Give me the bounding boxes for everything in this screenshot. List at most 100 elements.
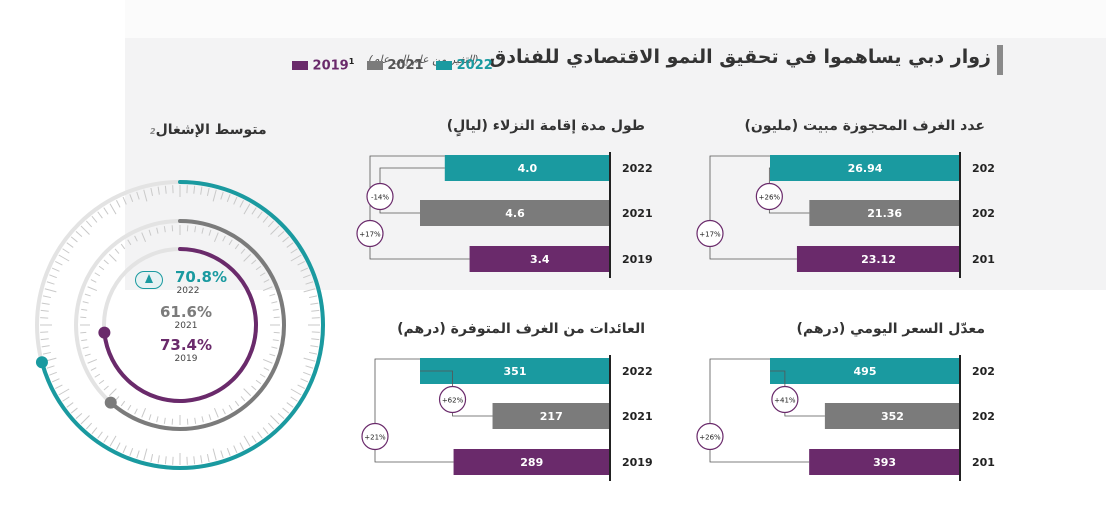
bar-2021 [809, 200, 960, 226]
bar-2019 [453, 449, 610, 475]
gauge-tick [257, 431, 263, 439]
gauge-tick [297, 384, 305, 390]
occupancy-arc-end-2022 [35, 356, 48, 369]
gauge-tick [257, 211, 263, 219]
bar-value-label: 26.94 [848, 162, 883, 175]
legend-item-2022: 2022 [432, 58, 493, 73]
gauge-tick [58, 388, 70, 396]
gauge-tick [212, 189, 217, 202]
gauge-tick [310, 302, 319, 305]
gauge-tick [311, 338, 320, 341]
gauge-tick [90, 279, 97, 283]
gauge-tick [87, 286, 98, 292]
gauge-tick [103, 259, 109, 265]
bar-2022 [770, 155, 960, 181]
gauge-tick [226, 194, 231, 202]
gauge-tick [269, 353, 276, 357]
gauge-tick [208, 414, 212, 421]
legend-label-2022: 2022 [456, 58, 493, 74]
gauge-tick [98, 265, 105, 271]
gauge-tick [46, 281, 55, 285]
bar-value-label: 289 [520, 456, 543, 469]
gauge-tick [90, 367, 97, 371]
arrow-up-icon [145, 274, 153, 283]
chart-length-of-stay: طول مدة إقامة النزلاء (ليالٍ) 4.0 2022 4.6… [355, 118, 655, 288]
chart-svg: 495 2022 352 2021 393 2019 +41% +26% [696, 355, 995, 481]
gauge-tick [122, 445, 127, 454]
gauge-tick [143, 189, 148, 202]
gauge-tick [91, 215, 98, 223]
gauge-tick [163, 417, 166, 424]
bar-value-label: 3.4 [530, 253, 550, 266]
bar-value-label: 351 [504, 365, 527, 378]
gauge-tick [208, 229, 212, 236]
gauge-tick [40, 309, 49, 312]
gauge-tick [270, 415, 280, 425]
change-connector [709, 155, 797, 260]
gauge-tick [310, 345, 319, 348]
change-badge-label: +62% [442, 397, 464, 405]
background-panel [125, 0, 1106, 290]
gauge-tick [66, 402, 74, 408]
occupancy-2019: 73.4% 2019 [136, 336, 236, 364]
bar-value-label: 4.6 [505, 207, 525, 220]
legend-sup-2019: 1 [348, 57, 355, 66]
occupancy-year-2021: 2021 [174, 321, 198, 331]
gauge-tick [62, 248, 70, 254]
change-badge [361, 422, 389, 451]
chart-svg: 351 2022 217 2021 289 2019 +62% +21% [361, 355, 653, 481]
gauge-tick [42, 295, 51, 299]
gauge-tick [49, 274, 57, 279]
gauge-tick [98, 379, 105, 385]
change-badge-label: +17% [699, 231, 721, 239]
gauge-tick [212, 448, 217, 461]
gauge-tick [127, 239, 132, 246]
legend-label-2019: 2019 [312, 58, 349, 74]
gauge-tick [85, 220, 93, 228]
chart-svg: 26.94 2022 21.36 2021 23.12 2019 +26% +17% [696, 152, 995, 278]
gauge-tick [300, 378, 309, 383]
change-badge [366, 182, 394, 211]
gauge-tick [122, 196, 127, 205]
bar-2022 [444, 155, 610, 181]
gauge-tick [127, 404, 132, 411]
gauge-tick [51, 267, 60, 272]
gauge-tick [70, 236, 78, 243]
occupancy-up-badge [135, 271, 163, 289]
gauge-tick [115, 200, 121, 208]
year-label: 2021 [972, 410, 995, 423]
occupancy-title: متوسط الإشغال2 [150, 122, 267, 138]
bar-2022 [770, 358, 960, 384]
gauge-tick [41, 345, 50, 348]
gauge-tick [240, 248, 246, 254]
gauge-tick [220, 191, 224, 200]
gauge-tick [75, 412, 83, 420]
occupancy-title-text: متوسط الإشغال [155, 122, 267, 138]
chart-rooms-booked: عدد الغرف المحجوزة مبيت (مليون) 26.94 202… [695, 118, 995, 288]
gauge-tick [255, 265, 262, 271]
gauge-tick [262, 427, 269, 435]
gauge-tick [120, 400, 126, 407]
chart-title: معدّل السعر اليومي (درهم) [796, 321, 985, 337]
gauge-tick [213, 407, 219, 418]
gauge-tick [103, 207, 109, 215]
legend-label-2021: 2021 [387, 58, 424, 74]
bar-2021 [492, 403, 610, 429]
gauge-tick [193, 456, 196, 465]
occupancy-2022: 70.8% 2022 [136, 268, 236, 296]
gauge-tick [271, 346, 278, 349]
change-badge [356, 219, 384, 248]
gauge-tick [270, 225, 280, 235]
gauge-tick [255, 379, 262, 385]
gauge-tick [290, 248, 298, 254]
gauge-tick [206, 187, 210, 196]
legend-item-2021: 2021 [363, 58, 424, 73]
gauge-tick [193, 185, 196, 194]
change-connector [374, 358, 454, 463]
gauge-tick [290, 388, 302, 396]
change-badge-label: +26% [759, 194, 781, 202]
page-title-text: زوار دبي يساهموا في تحقيق النمو الاقتصاد… [489, 46, 991, 68]
gauge-tick [286, 242, 294, 248]
gauge-tick [262, 358, 273, 364]
gauge-tick [150, 454, 154, 463]
